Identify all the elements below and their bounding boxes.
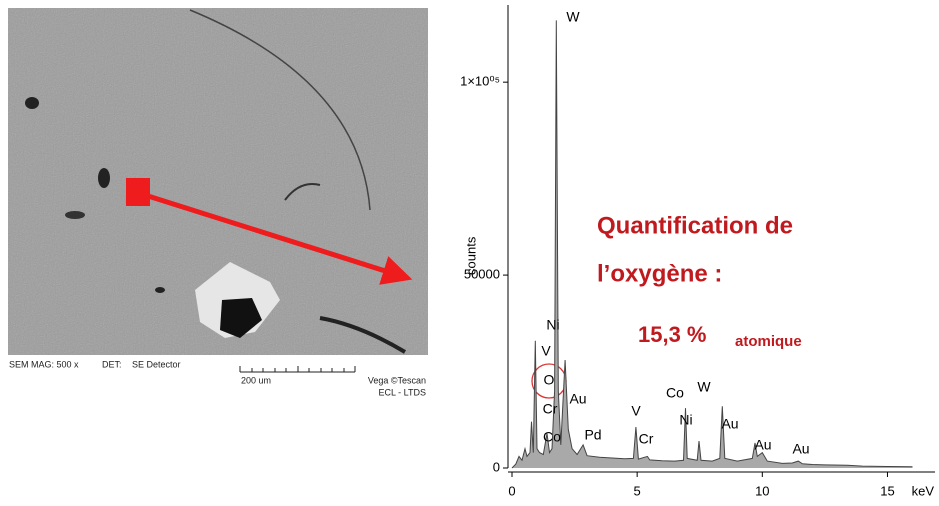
y-axis-label: counts [463, 236, 478, 275]
peak-label: Au [721, 416, 738, 432]
peak-label: Pd [584, 427, 601, 443]
peak-label: W [697, 379, 711, 395]
peak-label: Ni [546, 317, 559, 333]
sem-lab: ECL - LTDS [378, 387, 426, 397]
peak-label: Co [666, 385, 684, 401]
sem-mag: SEM MAG: 500 x [9, 359, 79, 369]
sem-scale: 200 um [241, 375, 271, 385]
x-tick-label: 10 [755, 483, 769, 498]
peak-label: V [631, 403, 641, 419]
quant-value: 15,3 % [638, 322, 707, 347]
peak-label: W [566, 9, 580, 25]
peak-label: O [544, 372, 555, 388]
peak-label: Au [569, 391, 586, 407]
y-tick-label: 50000 [464, 267, 500, 282]
peak-label: Au [754, 437, 771, 453]
sem-det-label: DET: [102, 359, 122, 369]
peak-label: Co [543, 429, 561, 445]
x-tick-label: 0 [508, 483, 515, 498]
sem-detector: SE Detector [132, 359, 181, 369]
peak-label: Au [792, 441, 809, 457]
quant-line: l’oxygène : [597, 260, 722, 287]
sem-footer: SEM MAG: 500 x DET: SE Detector 200 um V… [9, 359, 426, 397]
x-tick-label: 15 [880, 483, 894, 498]
quant-unit: atomique [735, 333, 802, 350]
sem-brand: Vega ©Tescan [368, 375, 426, 385]
peak-label: Cr [639, 431, 654, 447]
peak-label: V [541, 343, 551, 359]
y-tick-label: 1×10⁰⁵ [460, 74, 500, 89]
quantification: Quantification de l’oxygène : 15,3 % ato… [597, 212, 802, 350]
quant-line: Quantification de [597, 212, 793, 239]
peak-label: Ni [679, 412, 692, 428]
x-tick-label: 5 [634, 483, 641, 498]
x-axis-label: keV [912, 483, 935, 498]
peak-label: Cr [543, 401, 558, 417]
sem-image [8, 8, 428, 355]
spectrum-line [511, 20, 913, 469]
y-tick-label: 0 [493, 459, 500, 474]
